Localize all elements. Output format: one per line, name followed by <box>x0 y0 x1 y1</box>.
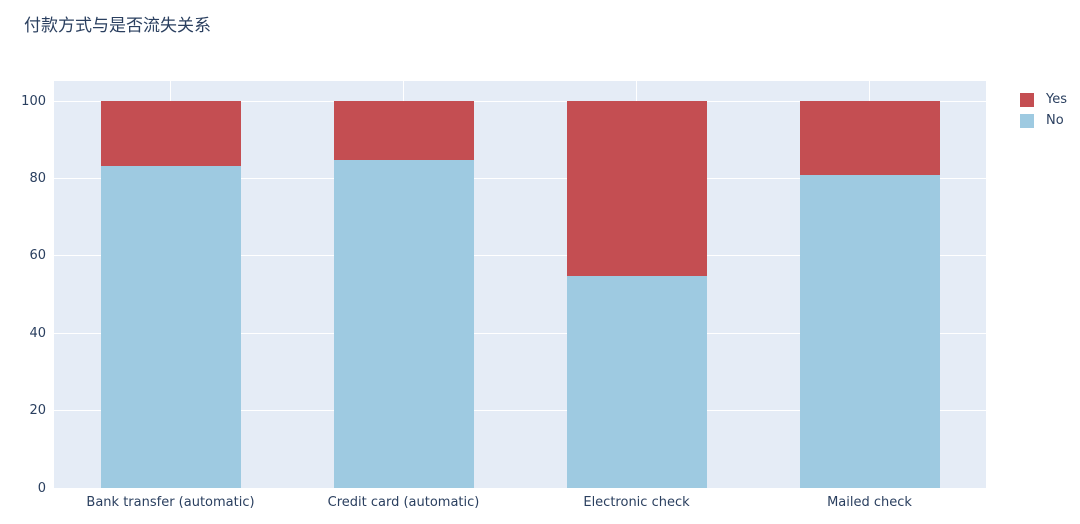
bar-bank-transfer-automatic <box>100 81 241 488</box>
x-tick-label: Bank transfer (automatic) <box>86 495 255 510</box>
y-tick-label: 20 <box>29 403 46 419</box>
y-tick-label: 100 <box>21 93 46 109</box>
bar-segment-no[interactable] <box>799 174 940 488</box>
legend-swatch-no <box>1020 113 1034 128</box>
y-axis: 0 20 40 60 80 100 <box>0 0 46 524</box>
x-tick-label: Credit card (automatic) <box>327 495 480 510</box>
plot-area[interactable] <box>54 81 986 488</box>
x-tick-label: Electronic check <box>583 495 690 510</box>
bar-segment-yes[interactable] <box>100 101 241 166</box>
y-tick-label: 0 <box>37 480 46 496</box>
gridline-horizontal <box>54 255 986 257</box>
legend-swatch-yes <box>1020 92 1034 107</box>
gridline-horizontal <box>54 332 986 334</box>
bar-segment-yes[interactable] <box>333 101 474 160</box>
y-tick-label: 40 <box>29 325 46 341</box>
gridline-horizontal <box>54 410 986 412</box>
legend-label: No <box>1046 113 1064 128</box>
legend-item-yes[interactable]: Yes <box>1020 89 1067 110</box>
legend: Yes No <box>1020 89 1067 131</box>
y-tick-label: 60 <box>29 248 46 264</box>
bar-segment-yes[interactable] <box>566 101 707 277</box>
gridline-horizontal <box>54 100 986 102</box>
legend-item-no[interactable]: No <box>1020 110 1067 131</box>
bar-segment-no[interactable] <box>100 165 241 488</box>
x-tick-label: Mailed check <box>827 495 912 510</box>
bar-electronic-check <box>566 81 707 488</box>
y-tick-label: 80 <box>29 170 46 186</box>
legend-label: Yes <box>1046 92 1067 107</box>
bar-credit-card-automatic <box>333 81 474 488</box>
bar-segment-no[interactable] <box>333 159 474 488</box>
bar-mailed-check <box>799 81 940 488</box>
bar-segment-no[interactable] <box>566 276 707 488</box>
chart-title: 付款方式与是否流失关系 <box>24 16 211 36</box>
gridline-horizontal <box>54 177 986 179</box>
bar-segment-yes[interactable] <box>799 101 940 175</box>
